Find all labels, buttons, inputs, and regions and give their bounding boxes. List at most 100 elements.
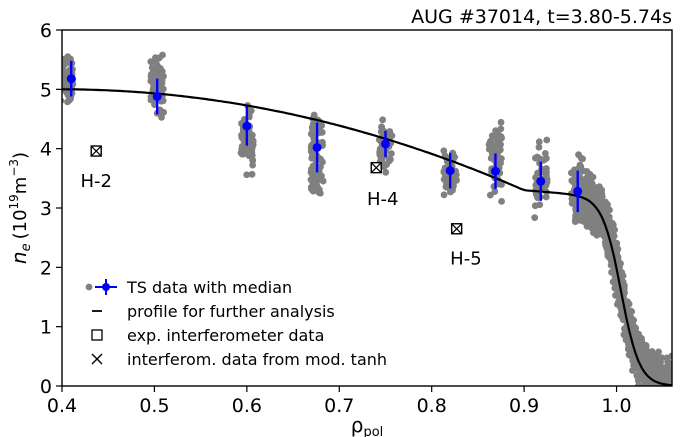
ts-edge-point xyxy=(646,382,654,386)
ts-data-point xyxy=(493,132,501,140)
annotations: H-2 H-4 H-5 xyxy=(80,145,482,269)
ts-edge-point xyxy=(603,245,611,252)
ts-edge-point xyxy=(649,362,656,370)
ts-edge-point xyxy=(590,192,598,200)
ts-data-point xyxy=(310,111,318,119)
ts-edge-point xyxy=(583,222,591,230)
ts-data-point xyxy=(497,118,505,126)
ts-data-point xyxy=(150,66,157,74)
ts-edge-point xyxy=(663,364,671,371)
ts-data-point xyxy=(451,153,459,161)
ts-data-point xyxy=(309,131,317,139)
ts-edge-point xyxy=(612,245,620,253)
x-tick-label: 0.7 xyxy=(324,395,354,417)
interferometer-label: H-5 xyxy=(450,248,481,269)
ts-data-point xyxy=(307,183,315,191)
ts-data-point xyxy=(579,155,587,163)
ts-data-point xyxy=(542,193,550,201)
ts-edge-point xyxy=(579,167,587,175)
interferometer-mod-marker xyxy=(370,162,382,174)
ts-edge-point xyxy=(595,183,603,191)
ts-edge-point xyxy=(648,371,656,379)
ts-data-point xyxy=(309,120,317,128)
ts-data-point xyxy=(440,191,448,199)
ts-data-point xyxy=(491,188,499,195)
ts-data-point xyxy=(543,155,550,162)
ts-data-point xyxy=(316,174,324,182)
ts-edge-point xyxy=(655,364,663,372)
x-tick-label: 0.4 xyxy=(47,395,77,417)
ts-edge-point xyxy=(655,348,662,356)
ts-data-point xyxy=(441,175,449,183)
ts-data-point xyxy=(64,53,72,61)
ts-data-point xyxy=(158,68,166,75)
y-tick-label: 5 xyxy=(40,79,52,101)
ts-data-point xyxy=(497,140,504,148)
ts-data-point xyxy=(147,73,155,81)
legend-label: profile for further analysis xyxy=(127,302,335,321)
y-tick-label: 0 xyxy=(40,376,52,398)
ts-data-point xyxy=(248,152,256,159)
ts-data-point xyxy=(388,132,396,140)
median-point xyxy=(312,142,322,152)
x-tick-label: 0.9 xyxy=(509,395,539,417)
ts-data-point xyxy=(238,145,246,153)
legend-label: TS data with median xyxy=(126,278,292,297)
ts-data-point xyxy=(495,180,503,188)
ts-data-point xyxy=(443,183,451,191)
ts-data-point xyxy=(379,116,387,124)
ts-data-point xyxy=(158,79,166,87)
y-tick-label: 6 xyxy=(40,20,52,42)
ts-data-point xyxy=(313,183,321,191)
ts-data-point xyxy=(249,141,257,149)
ts-data-point xyxy=(542,172,550,179)
legend-exp-marker xyxy=(91,329,103,341)
legend-ts-median-marker xyxy=(102,283,110,291)
axis-ticks: 0.4 0.5 0.6 0.7 0.8 0.9 1.0 0 1 2 3 4 5 6 xyxy=(40,20,632,417)
ts-data-point xyxy=(152,57,160,65)
ts-edge-point xyxy=(578,198,586,206)
ts-data-point xyxy=(62,97,65,104)
ts-data-point xyxy=(541,149,549,157)
legend-mod-marker xyxy=(91,353,103,365)
ts-data-point xyxy=(377,154,385,162)
ts-data-point xyxy=(531,214,539,222)
y-axis-label: ne(1019m−3) xyxy=(7,152,34,264)
ts-data-point xyxy=(158,113,165,121)
ts-edge-point xyxy=(625,300,633,308)
ts-edge-point xyxy=(657,371,664,379)
y-tick-label: 1 xyxy=(40,317,52,339)
ts-data-point xyxy=(309,162,317,170)
ts-data-point xyxy=(497,125,505,133)
ts-data-point xyxy=(249,161,257,169)
ts-data-point xyxy=(247,107,255,115)
median-point xyxy=(242,121,252,131)
y-tick-label: 2 xyxy=(40,257,52,279)
legend-label: interferom. data from mod. tanh xyxy=(127,350,387,369)
ts-edge-point xyxy=(619,316,627,324)
ts-data-point xyxy=(307,147,315,155)
ts-edge-point xyxy=(573,212,581,220)
x-tick-label: 0.8 xyxy=(417,395,447,417)
median-point xyxy=(66,74,76,84)
median-point xyxy=(490,166,500,176)
ts-data-point xyxy=(498,197,505,205)
ts-edge-point xyxy=(612,281,620,289)
interferometer-label: H-2 xyxy=(80,171,111,192)
ts-edge-point xyxy=(607,261,615,269)
ts-edge-point xyxy=(640,348,648,356)
interferometer-mod-marker xyxy=(451,223,463,235)
median-point xyxy=(152,91,162,101)
ts-data-point xyxy=(159,85,167,93)
median-point xyxy=(573,186,583,196)
ts-edge-point xyxy=(587,179,595,187)
ts-edge-point xyxy=(642,342,650,349)
ts-edge-point xyxy=(629,357,637,365)
plot-data xyxy=(62,51,672,386)
median-point xyxy=(380,139,390,149)
ts-data-point xyxy=(535,138,543,146)
legend: TS data with median profile for further a… xyxy=(85,278,387,369)
x-axis-label: ρpol xyxy=(351,413,384,437)
interferometer-label: H-4 xyxy=(367,189,398,210)
legend-ts-raw-marker xyxy=(85,283,93,291)
